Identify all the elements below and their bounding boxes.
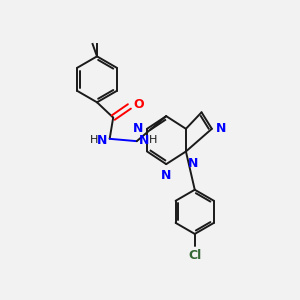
Text: H: H <box>148 135 157 145</box>
Text: N: N <box>133 122 143 135</box>
Text: H: H <box>89 135 98 145</box>
Text: N: N <box>97 134 107 147</box>
Text: N: N <box>139 134 149 147</box>
Text: N: N <box>216 122 226 135</box>
Text: O: O <box>134 98 144 111</box>
Text: Cl: Cl <box>188 249 201 262</box>
Text: N: N <box>161 169 171 182</box>
Text: N: N <box>188 157 199 170</box>
